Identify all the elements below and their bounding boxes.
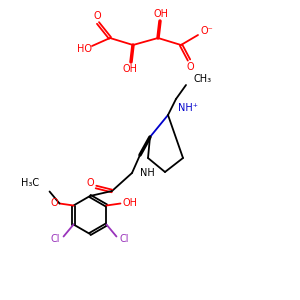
Text: Cl: Cl [120,233,129,244]
Text: H₃C: H₃C [21,178,40,188]
Text: NH: NH [140,168,155,178]
Text: OH: OH [122,64,137,74]
Text: Cl: Cl [51,233,60,244]
Text: OH: OH [123,199,138,208]
Text: CH₃: CH₃ [194,74,212,84]
Text: O: O [93,11,101,21]
Text: O: O [186,62,194,72]
Text: HO: HO [76,44,92,54]
Text: O: O [51,197,58,208]
Text: OH: OH [154,9,169,19]
Text: O⁻: O⁻ [201,26,213,36]
Text: NH⁺: NH⁺ [178,103,198,113]
Text: O: O [86,178,94,188]
